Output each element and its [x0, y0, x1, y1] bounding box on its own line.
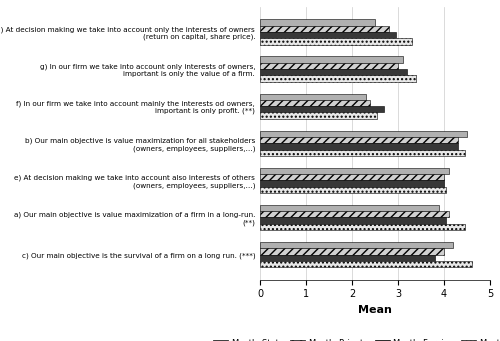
Bar [260, 93, 366, 100]
Bar [260, 113, 378, 119]
Bar [260, 100, 370, 106]
Bar [260, 174, 444, 180]
Bar [260, 248, 444, 255]
Bar [260, 63, 398, 69]
Bar [260, 106, 384, 113]
Bar [260, 205, 440, 211]
Bar [260, 26, 389, 32]
Bar [260, 224, 464, 230]
Bar [260, 69, 407, 75]
Legend: Mostly State, Mostly Private, Mostly Foreign, Mostly Family: Mostly State, Mostly Private, Mostly For… [210, 336, 500, 341]
Bar [260, 187, 446, 193]
Bar [260, 137, 458, 143]
Bar [260, 131, 467, 137]
Bar [260, 261, 472, 267]
Bar [260, 150, 464, 156]
Bar [260, 32, 396, 38]
Bar [260, 168, 448, 174]
X-axis label: Mean: Mean [358, 305, 392, 315]
Bar [260, 75, 416, 82]
Bar [260, 211, 448, 218]
Bar [260, 38, 412, 45]
Bar [260, 19, 375, 26]
Bar [260, 57, 402, 63]
Bar [260, 180, 444, 187]
Bar [260, 242, 453, 248]
Bar [260, 218, 446, 224]
Bar [260, 255, 434, 261]
Bar [260, 143, 458, 150]
